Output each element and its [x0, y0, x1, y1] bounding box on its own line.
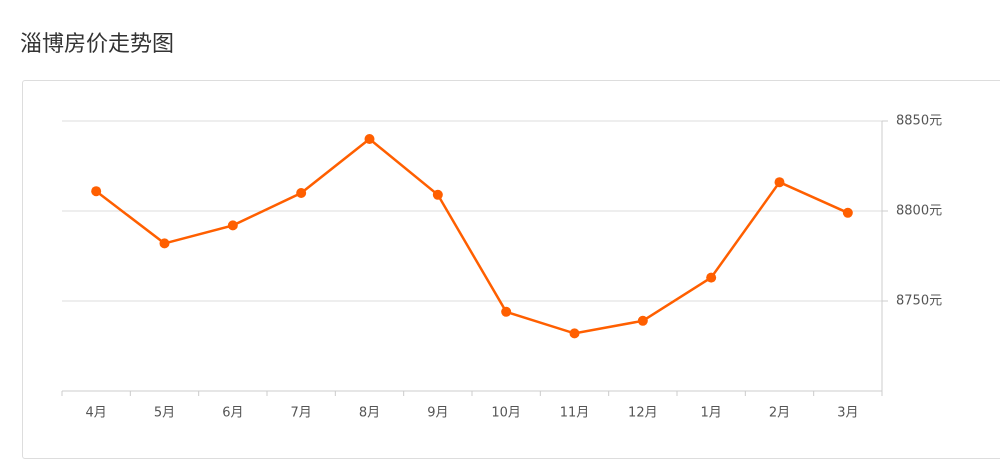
chart-title: 淄博房价走势图: [20, 32, 175, 57]
y-tick-label: 8850元: [896, 114, 942, 129]
line: [95, 137, 849, 335]
point: [91, 186, 102, 197]
x-tick-label: 10月: [491, 406, 521, 421]
x-tick-label: 5月: [154, 406, 175, 421]
y-tick-label: 8750元: [896, 294, 942, 309]
point: [159, 238, 170, 249]
x-tick-label: 4月: [86, 406, 107, 421]
point: [842, 207, 853, 218]
point: [364, 134, 375, 144]
x-tick-label: 8月: [359, 406, 380, 421]
x-tick-label: 3月: [837, 406, 858, 421]
point: [432, 189, 443, 200]
point: [501, 306, 512, 317]
x-tick-label: 11月: [560, 406, 590, 421]
x-tick-label: 12月: [628, 406, 658, 421]
x-tick-label: 1月: [701, 406, 722, 421]
point: [227, 220, 238, 231]
x-tick-label: 9月: [427, 406, 448, 421]
x-tick-label: 2月: [769, 406, 790, 421]
point: [774, 177, 785, 188]
point: [296, 188, 307, 198]
point: [706, 272, 717, 283]
point: [569, 328, 580, 339]
chart-panel: [22, 80, 1000, 459]
x-tick-label: 7月: [291, 406, 312, 421]
y-tick-label: 8800元: [896, 204, 942, 219]
x-tick-label: 6月: [222, 406, 243, 421]
point: [637, 315, 648, 326]
